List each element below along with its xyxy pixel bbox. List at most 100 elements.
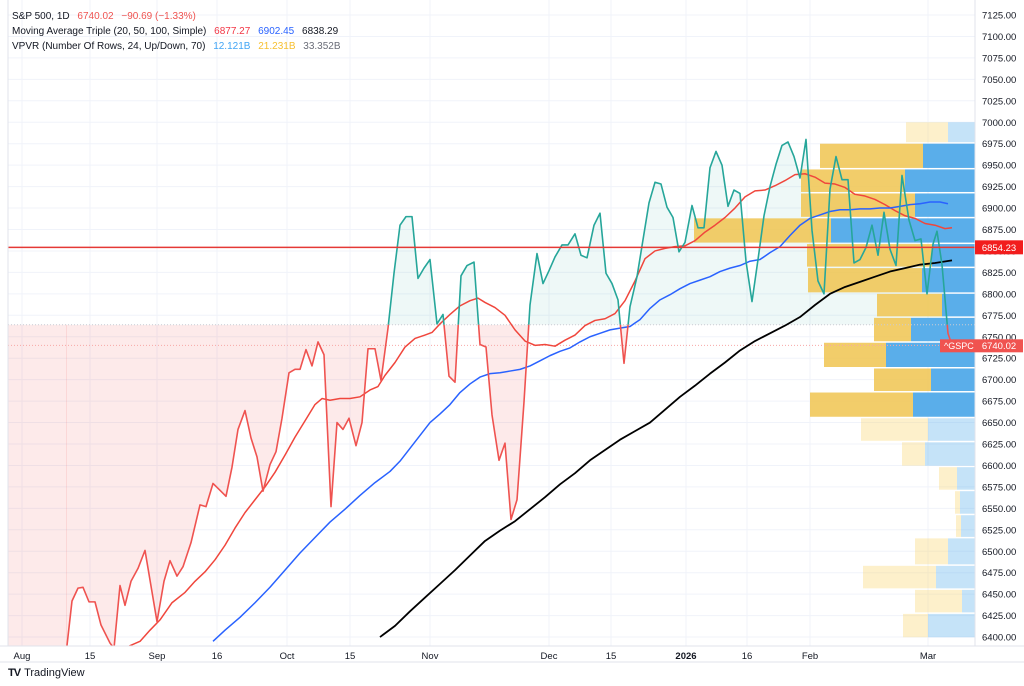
vpvr-down-value: 21.231B xyxy=(258,41,296,52)
x-axis-tick: Dec xyxy=(541,651,558,662)
vpvr-row-up xyxy=(928,418,975,441)
y-axis-tick: 6750.00 xyxy=(982,332,1016,343)
y-axis-tick: 6650.00 xyxy=(982,418,1016,429)
x-axis-tick: 16 xyxy=(212,651,223,662)
y-axis-tick: 6425.00 xyxy=(982,611,1016,622)
ma50-value: 6902.45 xyxy=(258,26,295,37)
last-price-label[interactable]: ^GSPC 6740.02 xyxy=(940,339,1023,353)
x-axis-tick: Aug xyxy=(14,651,31,662)
vpvr-row-down xyxy=(874,368,931,392)
vpvr-row-down xyxy=(801,169,905,192)
vpvr-total-value: 33.352B xyxy=(303,41,341,52)
vpvr-row-up xyxy=(942,293,975,317)
vpvr-row-down xyxy=(906,122,948,143)
y-axis-tick: 6950.00 xyxy=(982,161,1016,172)
vpvr-row-down xyxy=(902,442,925,466)
vpvr-row-up xyxy=(923,143,975,168)
y-axis-tick: 6550.00 xyxy=(982,504,1016,515)
legend-vpvr-row[interactable]: VPVR (Number Of Rows, 24, Up/Down, 70) 1… xyxy=(12,39,346,54)
vpvr-row-down xyxy=(877,293,942,317)
y-axis-tick: 6775.00 xyxy=(982,311,1016,322)
x-axis-tick: 15 xyxy=(85,651,96,662)
vpvr-row-up xyxy=(911,317,975,342)
svg-text:6740.02: 6740.02 xyxy=(982,341,1016,352)
y-axis-tick: 6725.00 xyxy=(982,354,1016,365)
x-axis-tick: Mar xyxy=(920,651,936,662)
x-axis-tick: 2026 xyxy=(675,651,696,662)
vpvr-row-down xyxy=(956,515,961,537)
vpvr-row-down xyxy=(939,467,957,490)
tradingview-logo[interactable]: TV TradingView xyxy=(8,667,85,679)
tradingview-brand-name: TradingView xyxy=(24,667,85,679)
y-axis-tick: 6925.00 xyxy=(982,182,1016,193)
vpvr-row-down xyxy=(915,538,948,565)
symbol-label: S&P 500, 1D xyxy=(12,11,70,22)
chart-legend: S&P 500, 1D 6740.02 −90.69 (−1.33%) Movi… xyxy=(12,9,346,54)
y-axis-tick: 6625.00 xyxy=(982,440,1016,451)
vpvr-row-down xyxy=(824,342,886,367)
y-axis-tick: 6575.00 xyxy=(982,482,1016,493)
ma-line xyxy=(212,201,949,642)
x-axis-tick: Nov xyxy=(422,651,439,662)
x-axis-tick: 15 xyxy=(606,651,617,662)
plot-area[interactable] xyxy=(0,0,975,654)
y-axis-tick: 7000.00 xyxy=(982,118,1016,129)
vpvr-row-down xyxy=(820,143,923,168)
vpvr-row-down xyxy=(874,317,911,342)
y-axis-tick: 6800.00 xyxy=(982,289,1016,300)
vpvr-row-up xyxy=(960,491,975,514)
svg-text:^GSPC: ^GSPC xyxy=(944,341,974,351)
hline-price-label[interactable]: 6854.23 xyxy=(975,240,1023,255)
ma-indicator-label: Moving Average Triple (20, 50, 100, Simp… xyxy=(12,26,207,37)
y-axis-tick: 6400.00 xyxy=(982,633,1016,644)
y-axis-tick: 6900.00 xyxy=(982,204,1016,215)
y-axis-tick: 7075.00 xyxy=(982,53,1016,64)
ma20-value: 6877.27 xyxy=(214,26,251,37)
legend-symbol-row[interactable]: S&P 500, 1D 6740.02 −90.69 (−1.33%) xyxy=(12,9,346,24)
y-axis-tick: 6500.00 xyxy=(982,547,1016,558)
y-axis-tick: 6875.00 xyxy=(982,225,1016,236)
vpvr-row-up xyxy=(831,218,975,243)
vpvr-row-down xyxy=(955,491,960,514)
vpvr-row-down xyxy=(903,613,928,638)
vpvr-up-value: 12.121B xyxy=(213,41,251,52)
y-axis-tick: 6525.00 xyxy=(982,525,1016,536)
y-axis-tick: 6975.00 xyxy=(982,139,1016,150)
y-axis-tick: 7125.00 xyxy=(982,11,1016,22)
vpvr-row-up xyxy=(913,392,975,417)
svg-text:6854.23: 6854.23 xyxy=(982,243,1016,254)
x-axis-tick: 15 xyxy=(345,651,356,662)
vpvr-row-down xyxy=(863,565,936,589)
y-axis-tick: 7025.00 xyxy=(982,96,1016,107)
vpvr-row-up xyxy=(957,467,975,490)
y-axis-tick: 7050.00 xyxy=(982,75,1016,86)
vpvr-indicator-label: VPVR (Number Of Rows, 24, Up/Down, 70) xyxy=(12,41,206,52)
legend-ma-row[interactable]: Moving Average Triple (20, 50, 100, Simp… xyxy=(12,24,346,39)
y-axis-tick: 6450.00 xyxy=(982,590,1016,601)
vpvr-row-up xyxy=(915,193,975,217)
vpvr-row-up xyxy=(928,613,975,638)
x-axis-tick: Oct xyxy=(280,651,295,662)
x-axis-tick: Feb xyxy=(802,651,818,662)
vpvr-row-down xyxy=(807,244,932,267)
ma100-value: 6838.29 xyxy=(302,26,339,37)
vpvr-row-up xyxy=(962,589,975,613)
last-price-value: 6740.02 xyxy=(77,11,114,22)
vpvr-row-up xyxy=(961,515,975,537)
y-axis-tick: 6600.00 xyxy=(982,461,1016,472)
y-axis-tick: 6475.00 xyxy=(982,568,1016,579)
ma-line xyxy=(379,259,953,638)
vpvr-row-up xyxy=(948,122,975,143)
ma-line xyxy=(128,172,953,646)
vpvr-row-down xyxy=(915,589,962,613)
y-axis-tick: 6825.00 xyxy=(982,268,1016,279)
y-axis-tick: 7100.00 xyxy=(982,32,1016,43)
y-axis-tick: 6700.00 xyxy=(982,375,1016,386)
vpvr-row-down xyxy=(801,193,915,217)
price-change-value: −90.69 (−1.33%) xyxy=(121,11,196,22)
vpvr-row-up xyxy=(905,169,975,192)
vpvr-row-down xyxy=(810,392,913,417)
tradingview-mark-icon: TV xyxy=(8,667,21,679)
vpvr-row-up xyxy=(931,368,975,392)
